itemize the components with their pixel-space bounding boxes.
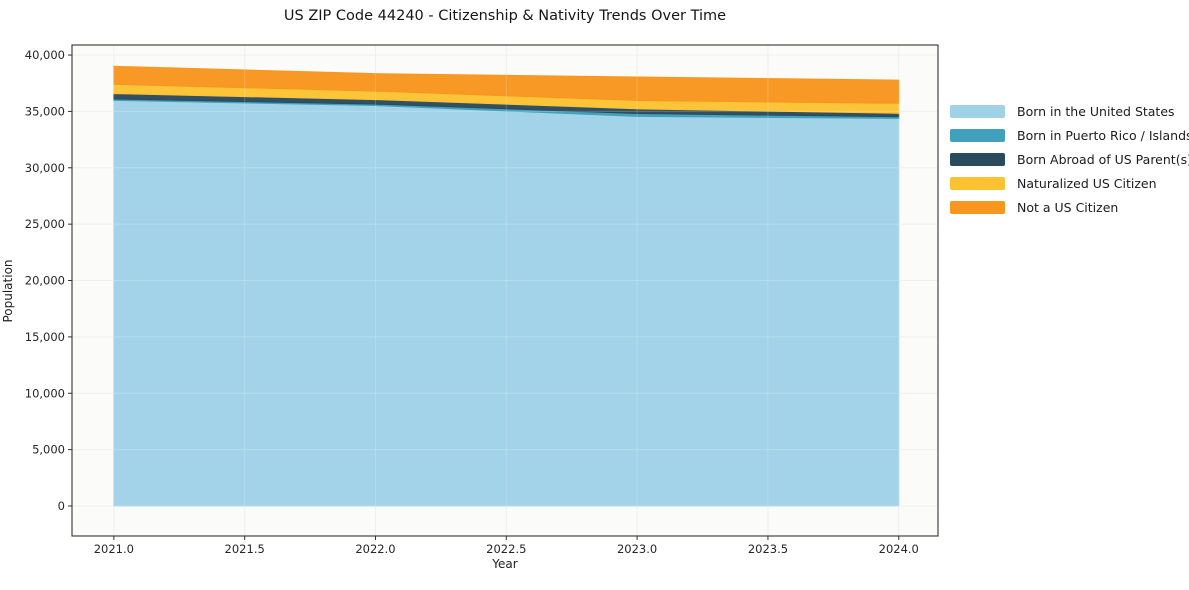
y-tick-label: 10,000	[25, 386, 65, 400]
legend-label: Not a US Citizen	[1017, 199, 1119, 215]
y-tick-label: 30,000	[25, 161, 65, 175]
y-tick-label: 5,000	[32, 443, 65, 457]
y-tick-label: 35,000	[25, 104, 65, 118]
x-tick-label: 2022.0	[355, 542, 395, 556]
x-tick-label: 2022.5	[486, 542, 526, 556]
legend-item: Born Abroad of US Parent(s)	[950, 147, 1189, 171]
legend-label: Born in the United States	[1017, 103, 1175, 119]
legend-item: Naturalized US Citizen	[950, 171, 1189, 195]
legend-label: Born Abroad of US Parent(s)	[1017, 151, 1189, 167]
y-tick-label: 25,000	[25, 217, 65, 231]
legend-swatch	[950, 128, 1005, 142]
area-series	[113, 65, 900, 104]
x-axis-label: Year	[492, 557, 518, 571]
legend-item: Not a US Citizen	[950, 195, 1189, 219]
x-tick-label: 2023.0	[617, 542, 657, 556]
legend-swatch	[950, 152, 1005, 166]
legend-swatch	[950, 104, 1005, 118]
x-tick-label: 2024.0	[879, 542, 919, 556]
x-tick-label: 2021.0	[94, 542, 134, 556]
y-tick-label: 15,000	[25, 330, 65, 344]
x-tick-label: 2023.5	[748, 542, 788, 556]
legend-swatch	[950, 200, 1005, 214]
legend-label: Naturalized US Citizen	[1017, 175, 1157, 191]
y-tick-label: 20,000	[25, 274, 65, 288]
y-axis-label: Population	[1, 259, 15, 323]
y-tick-label: 40,000	[25, 48, 65, 62]
plot-border	[71, 44, 939, 537]
legend-label: Born in Puerto Rico / Islands	[1017, 127, 1189, 143]
y-tick-label: 0	[58, 499, 65, 513]
chart-title: US ZIP Code 44240 - Citizenship & Nativi…	[283, 8, 727, 24]
x-tick-label: 2021.5	[225, 542, 265, 556]
legend-item: Born in Puerto Rico / Islands	[950, 123, 1189, 147]
legend-swatch	[950, 176, 1005, 190]
legend: Born in the United States Born in Puerto …	[950, 99, 1189, 219]
legend-item: Born in the United States	[950, 99, 1189, 123]
